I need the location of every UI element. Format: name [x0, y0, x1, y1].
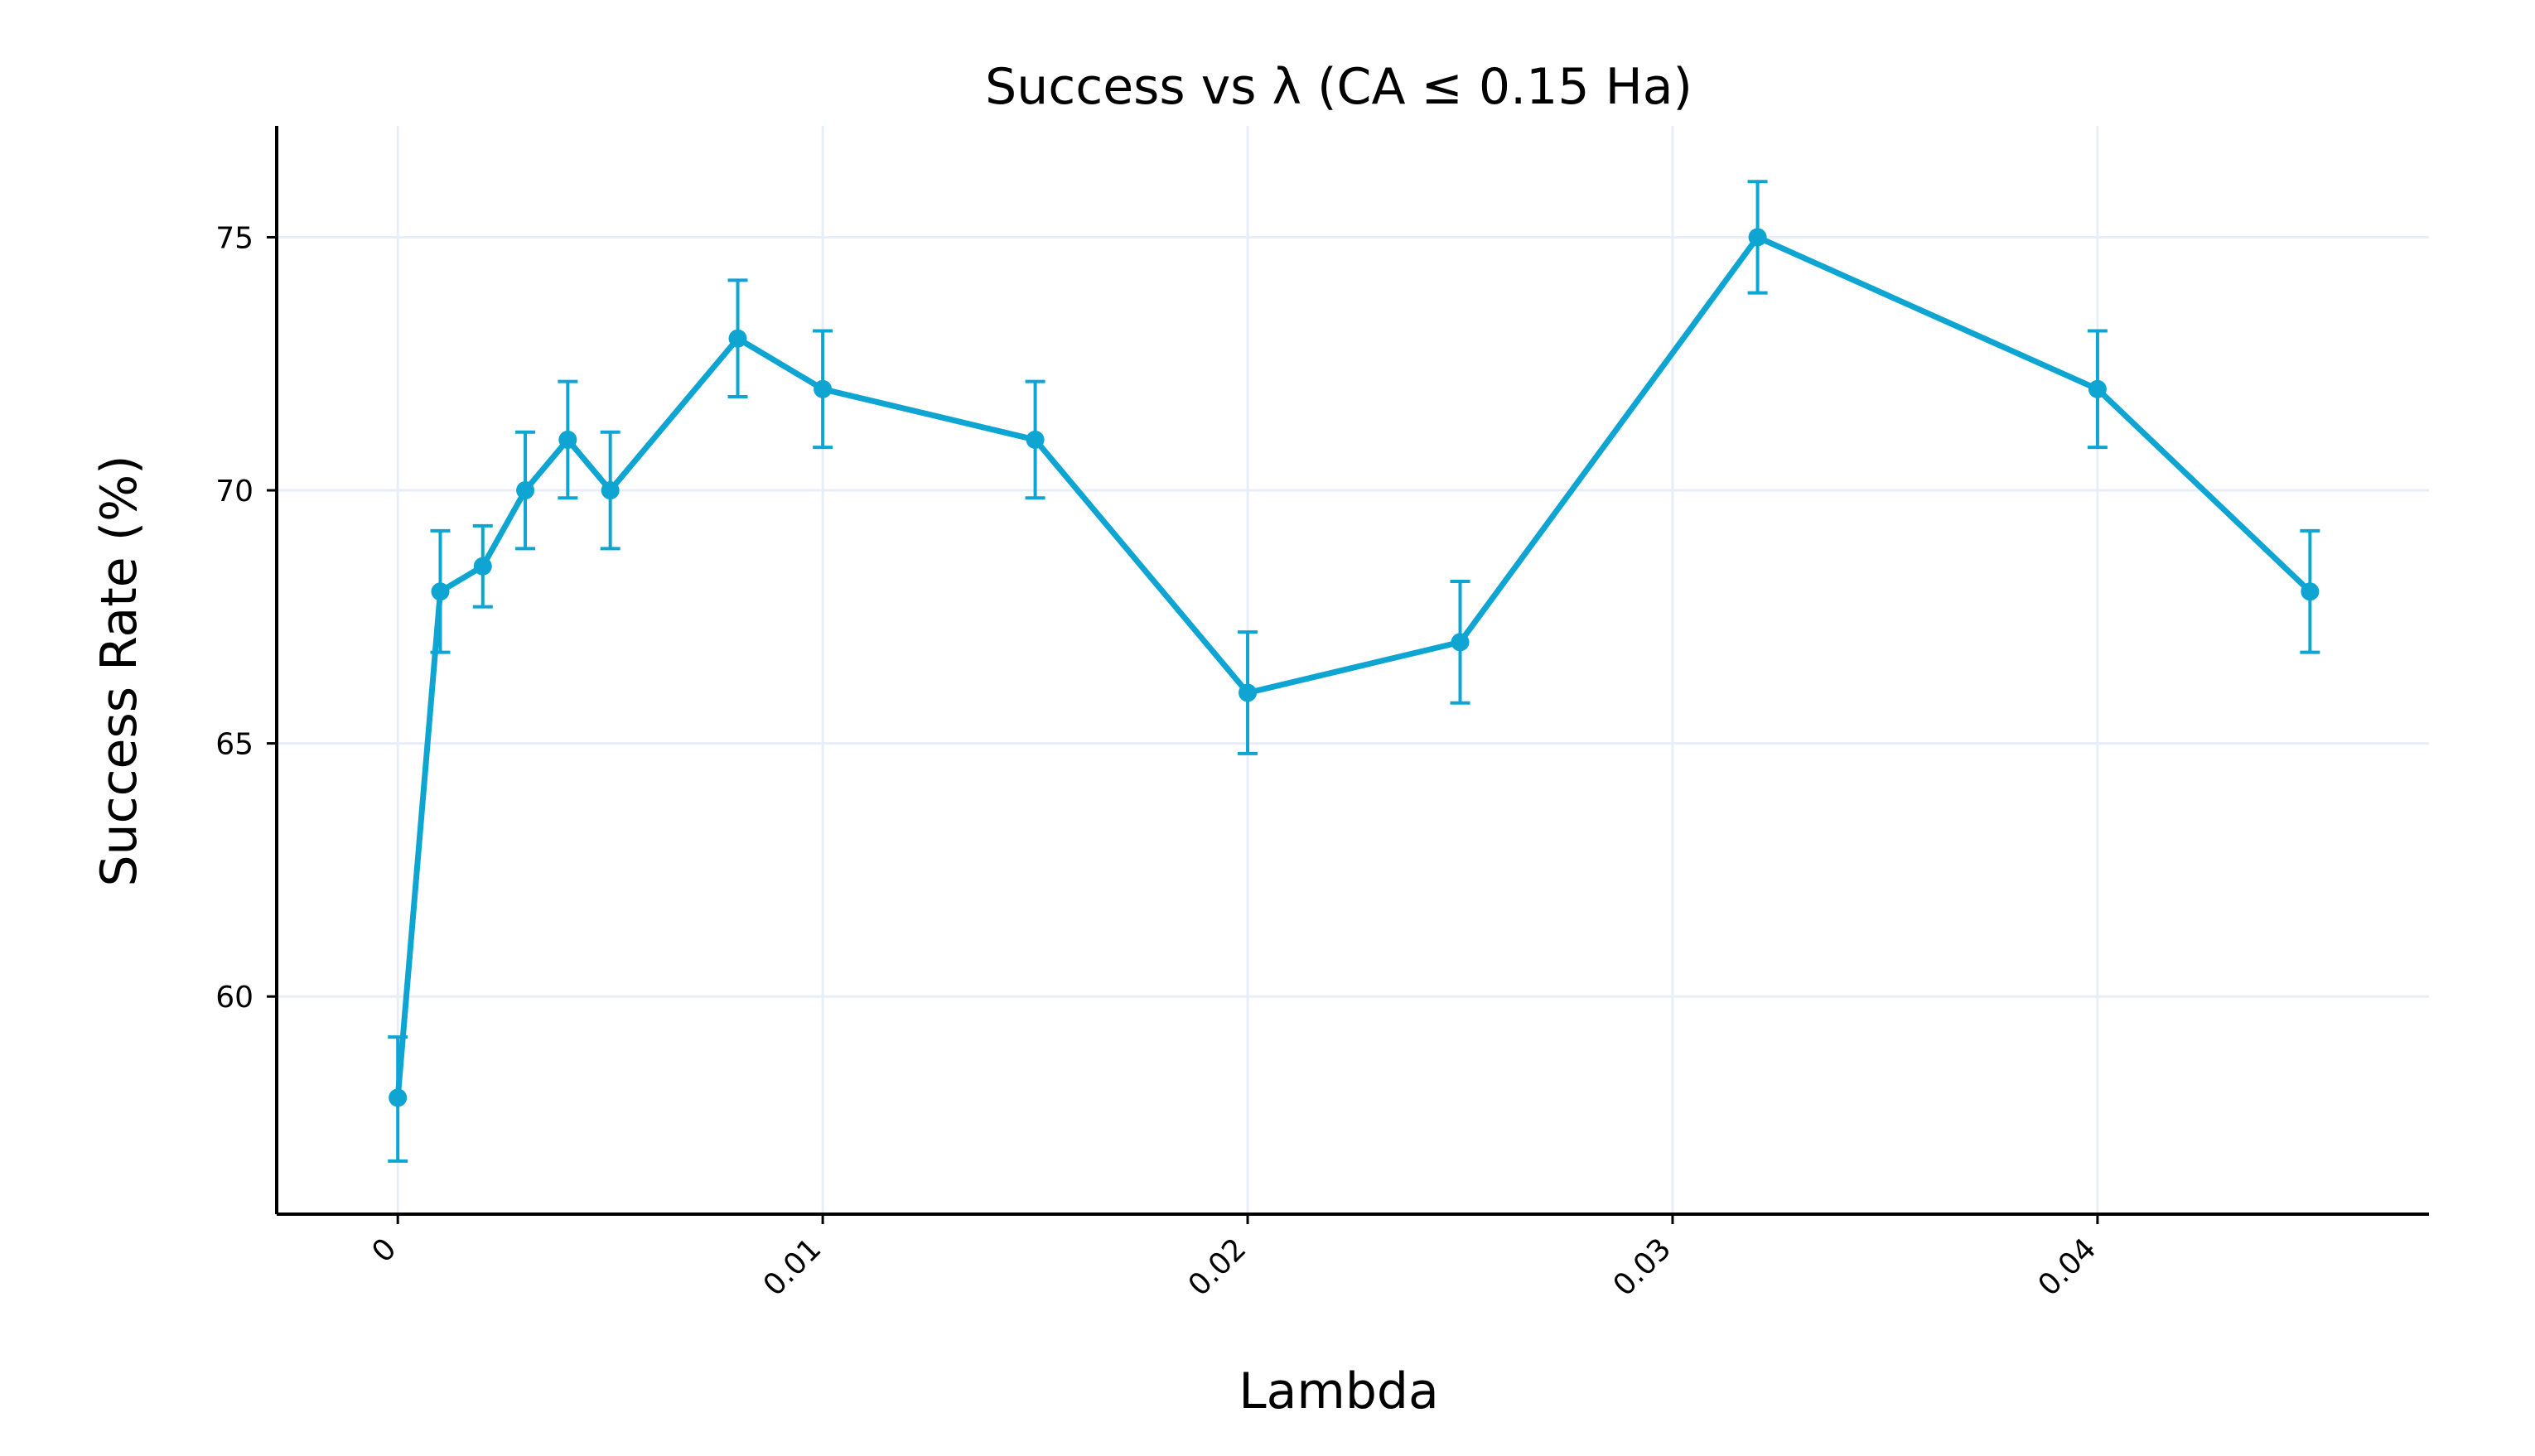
- data-point-0-4: [558, 430, 577, 449]
- axis-layer: [275, 126, 2429, 1216]
- data-point-0-13: [2301, 582, 2320, 601]
- data-point-0-11: [1748, 228, 1767, 247]
- data-point-0-5: [601, 481, 620, 500]
- series-layer: [388, 180, 2320, 1163]
- data-point-0-3: [516, 481, 535, 500]
- data-point-0-9: [1239, 683, 1258, 702]
- data-point-0-2: [473, 557, 492, 576]
- data-point-0-1: [431, 582, 450, 601]
- y-tick-label-0: 60: [215, 981, 254, 1015]
- chart-title: Success vs λ (CA ≤ 0.15 Ha): [985, 58, 1692, 116]
- data-point-0-10: [1451, 633, 1470, 652]
- y-tick-label-2: 70: [215, 475, 254, 509]
- y-axis-label: Success Rate (%): [90, 455, 148, 886]
- series-line-0: [394, 234, 2313, 1101]
- data-point-0-7: [814, 379, 833, 398]
- data-point-0-12: [2088, 379, 2107, 398]
- y-tick-label-1: 65: [215, 728, 254, 762]
- data-point-0-8: [1026, 430, 1045, 449]
- x-axis-label: Lambda: [1239, 1362, 1439, 1420]
- y-tick-label-3: 75: [215, 221, 254, 255]
- data-point-0-0: [389, 1088, 408, 1107]
- data-point-0-6: [728, 329, 747, 348]
